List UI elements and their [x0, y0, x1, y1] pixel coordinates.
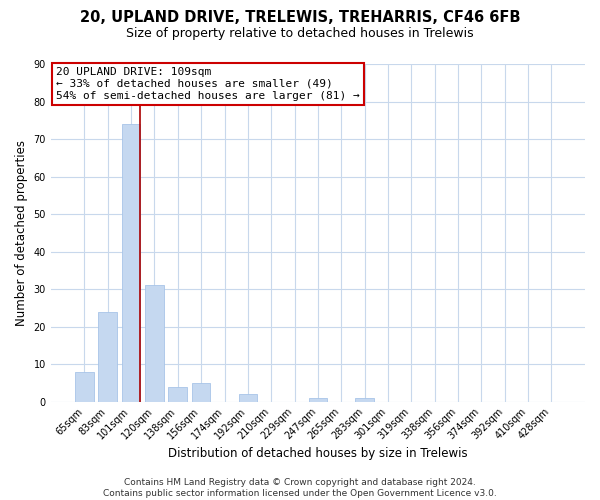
X-axis label: Distribution of detached houses by size in Trelewis: Distribution of detached houses by size … — [168, 447, 468, 460]
Bar — [145, 286, 164, 402]
Bar — [122, 124, 140, 402]
Bar — [169, 386, 187, 402]
Text: 20, UPLAND DRIVE, TRELEWIS, TREHARRIS, CF46 6FB: 20, UPLAND DRIVE, TRELEWIS, TREHARRIS, C… — [80, 10, 520, 25]
Y-axis label: Number of detached properties: Number of detached properties — [15, 140, 28, 326]
Bar — [355, 398, 374, 402]
Bar — [239, 394, 257, 402]
Bar — [192, 383, 211, 402]
Text: Contains HM Land Registry data © Crown copyright and database right 2024.
Contai: Contains HM Land Registry data © Crown c… — [103, 478, 497, 498]
Bar — [98, 312, 117, 402]
Text: Size of property relative to detached houses in Trelewis: Size of property relative to detached ho… — [126, 28, 474, 40]
Bar — [308, 398, 327, 402]
Text: 20 UPLAND DRIVE: 109sqm
← 33% of detached houses are smaller (49)
54% of semi-de: 20 UPLAND DRIVE: 109sqm ← 33% of detache… — [56, 68, 360, 100]
Bar — [75, 372, 94, 402]
